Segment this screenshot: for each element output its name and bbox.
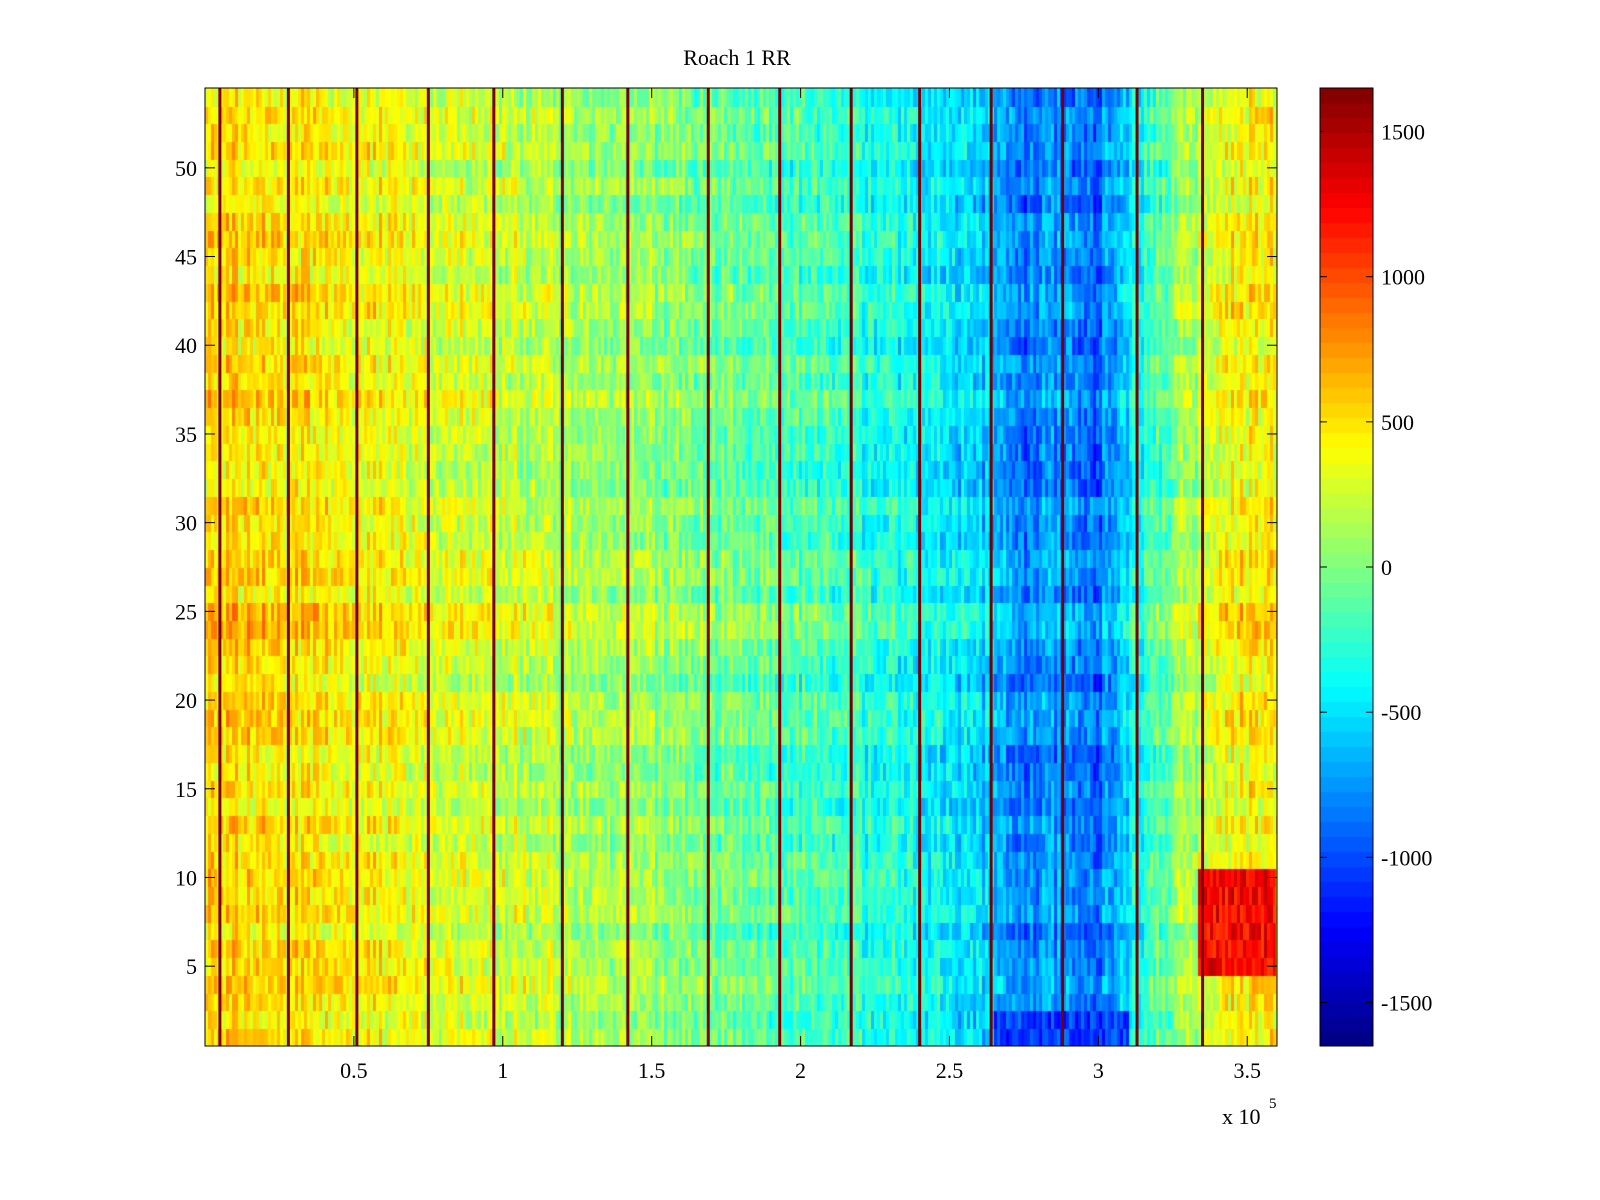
y-tick-label: 25 — [175, 599, 197, 624]
y-tick-label: 45 — [175, 245, 197, 270]
y-tick-label: 30 — [175, 511, 197, 536]
y-tick-label: 20 — [175, 688, 197, 713]
y-tick-label: 15 — [175, 777, 197, 802]
colorbar-tick-label: -1500 — [1381, 990, 1432, 1015]
x-tick-label: 2 — [795, 1058, 806, 1083]
x-tick-label: 0.5 — [340, 1058, 368, 1083]
colorbar-tick-label: -500 — [1381, 700, 1421, 725]
y-axis: 5 10 15 20 25 30 35 40 45 50 — [175, 156, 1277, 979]
plot-frame — [204, 87, 1278, 1047]
colorbar-tick-label: 1500 — [1381, 120, 1425, 145]
colorbar-gradient — [1320, 88, 1373, 1046]
vertical-stripes — [218, 88, 1205, 1046]
x-tick-label: 1.5 — [638, 1058, 666, 1083]
colorbar-ticks: 1500 1000 500 0 -500 -1000 -1500 — [1320, 120, 1432, 1015]
x-multiplier-base: x 10 — [1222, 1104, 1261, 1129]
chart-title: Roach 1 RR — [683, 45, 791, 70]
colorbar-tick-label: 0 — [1381, 555, 1392, 580]
y-tick-label: 5 — [186, 954, 197, 979]
colorbar-tick-label: 500 — [1381, 410, 1414, 435]
y-tick-label: 10 — [175, 865, 197, 890]
plot-area: 0.5 1 1.5 2 2.5 3 3.5 5 10 15 20 25 30 35 40 45 50 x 10… — [175, 87, 1278, 1129]
x-axis: 0.5 1 1.5 2 2.5 3 3.5 — [340, 88, 1261, 1083]
heatmap-cells — [205, 88, 1277, 1046]
x-tick-label: 3.5 — [1233, 1058, 1261, 1083]
x-multiplier-exponent: 5 — [1269, 1096, 1277, 1112]
colorbar-tick-label: -1000 — [1381, 845, 1432, 870]
y-tick-label: 40 — [175, 333, 197, 358]
x-axis-multiplier: x 10 5 — [1222, 1096, 1277, 1129]
x-tick-label: 2.5 — [936, 1058, 964, 1083]
colorbar: 1500 1000 500 0 -500 -1000 -1500 — [1319, 87, 1432, 1047]
y-tick-label: 35 — [175, 422, 197, 447]
y-tick-label: 50 — [175, 156, 197, 181]
x-tick-label: 3 — [1093, 1058, 1104, 1083]
colorbar-tick-label: 1000 — [1381, 265, 1425, 290]
x-tick-label: 1 — [497, 1058, 508, 1083]
